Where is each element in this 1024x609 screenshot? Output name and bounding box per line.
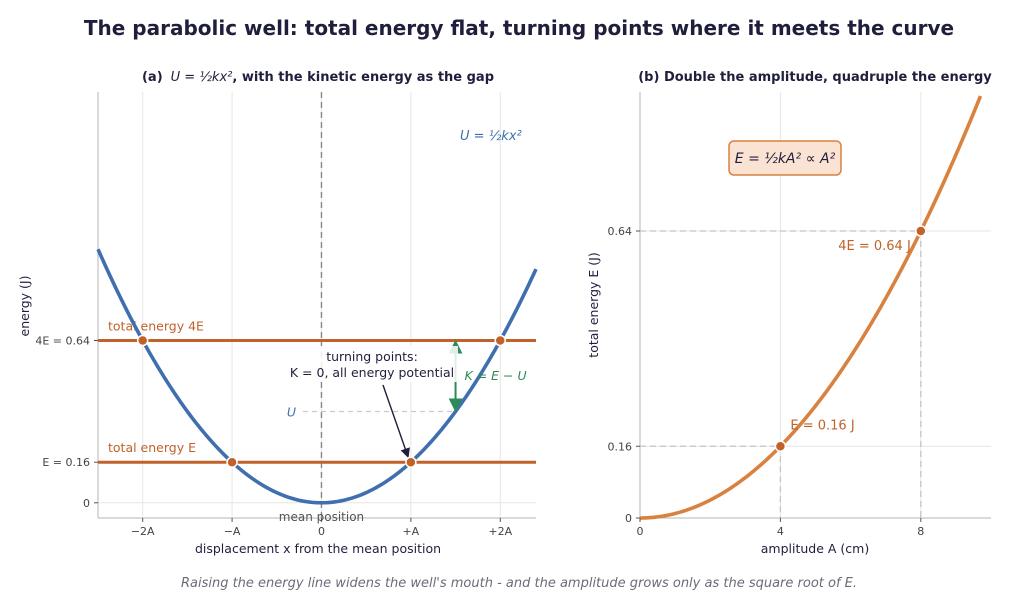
- formula-box: [728, 140, 842, 176]
- turning-note-line2: K = 0, all energy potential: [290, 365, 454, 380]
- tick-label-x: 0: [318, 525, 325, 538]
- tick-label-y: 4E = 0.64: [35, 335, 90, 348]
- figure-title: The parabolic well: total energy flat, t…: [84, 16, 954, 40]
- energy-point-label: E = 0.16 J: [790, 418, 854, 433]
- panel-a-marks: mean position total energy E total energy …: [96, 92, 538, 524]
- tick-label-y: 0: [83, 497, 90, 510]
- panel-b-frame: [639, 92, 991, 519]
- potential-curve-label: U = ½kx²: [460, 129, 522, 144]
- panel-a: (a) U = ½kx², with the kinetic energy as …: [17, 70, 538, 556]
- panel-a-ticks: −2A −A 0 +A +2A 0 E = 0.16 4E = 0.64: [35, 335, 512, 539]
- tick-label-x: −2A: [131, 525, 155, 538]
- tick-label-y: 0: [625, 512, 632, 525]
- energy-point-marker: [915, 225, 927, 237]
- turning-point-marker: [136, 334, 149, 347]
- tick-label-x: +2A: [488, 525, 512, 538]
- panel-a-xlabel: displacement x from the mean position: [195, 541, 441, 556]
- tick-label-y: 0.16: [608, 440, 633, 453]
- tick-label-y: 0.64: [608, 225, 633, 238]
- panel-b-ticks: 0 4 8 0 0.16 0.64: [608, 225, 925, 538]
- panel-b: (b) Double the amplitude, quadruple the …: [586, 70, 992, 556]
- turning-point-marker: [494, 334, 506, 347]
- turning-point-marker: [226, 456, 238, 468]
- formula-box-text: E = ½kA² ∝ A²: [735, 151, 836, 167]
- panel-b-marks: E = 0.16 J 4E = 0.64 J E = ½kA² ∝ A²: [639, 95, 983, 520]
- tick-label-x: +A: [402, 525, 419, 538]
- potential-well-curve: [96, 248, 538, 505]
- energy-point-label: 4E = 0.64 J: [838, 239, 911, 254]
- energy-amplitude-curve: [639, 95, 983, 520]
- energy-level-label: total energy E: [108, 440, 196, 455]
- tick-label-x: 0: [637, 525, 644, 538]
- tick-label-x: 8: [917, 525, 924, 538]
- panel-b-ylabel: total energy E (J): [586, 252, 601, 357]
- turning-note-background: [288, 346, 458, 382]
- panel-a-ylabel: energy (J): [17, 276, 32, 337]
- panel-a-title: (a) U = ½kx², with the kinetic energy as …: [142, 70, 494, 85]
- tick-label-y: E = 0.16: [42, 456, 90, 469]
- figure-caption: Raising the energy line widens the well'…: [181, 576, 857, 591]
- tick-label-x: 4: [777, 525, 784, 538]
- mean-position-label: mean position: [279, 510, 364, 524]
- turning-note-arrow: [382, 384, 410, 459]
- panel-b-xlabel: amplitude A (cm): [761, 541, 869, 556]
- potential-level-label: U: [287, 405, 296, 420]
- tick-label-x: −A: [224, 525, 241, 538]
- panel-b-title: (b) Double the amplitude, quadruple the …: [638, 70, 992, 85]
- energy-level-label: total energy 4E: [108, 319, 204, 334]
- energy-point-marker: [774, 440, 787, 453]
- turning-note-line1: turning points:: [326, 349, 418, 364]
- kinetic-gap-label: K = E − U: [465, 368, 527, 383]
- turning-point-marker: [405, 456, 417, 468]
- panel-a-frame: [97, 92, 536, 519]
